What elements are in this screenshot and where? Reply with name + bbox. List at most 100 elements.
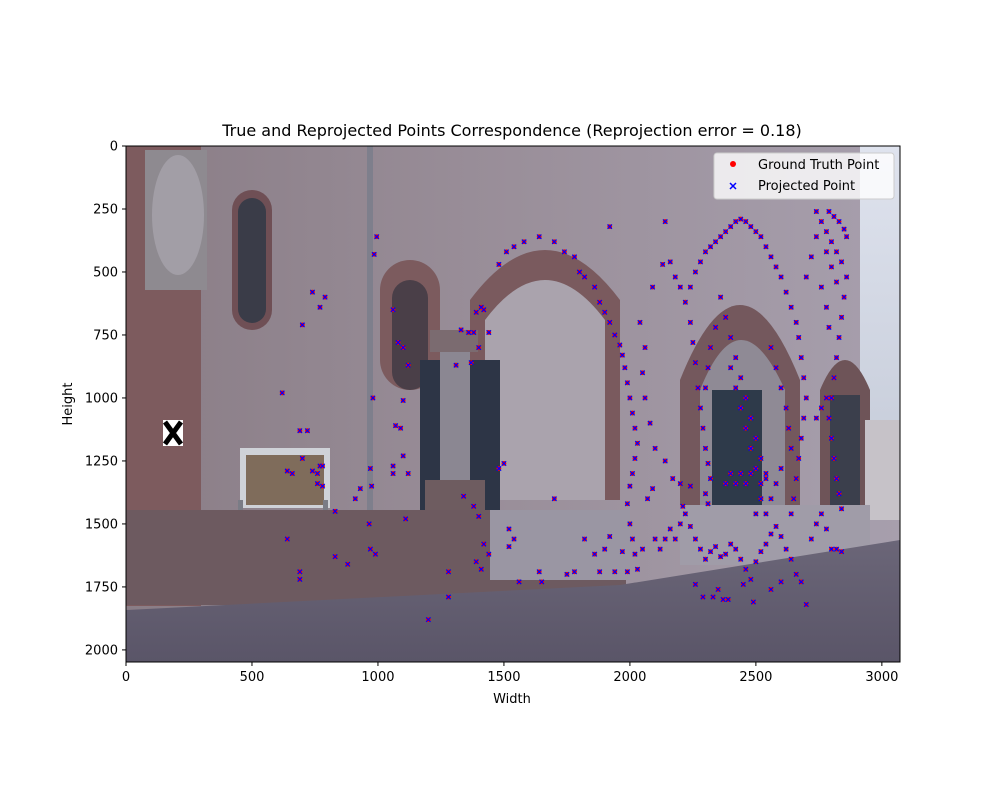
projected-point <box>783 289 789 295</box>
projected-point <box>717 554 724 560</box>
projected-point <box>501 460 507 467</box>
projected-point <box>831 213 837 220</box>
projected-point <box>743 480 749 487</box>
projected-point <box>372 551 379 557</box>
projected-point <box>627 483 633 489</box>
projected-point <box>607 224 613 230</box>
projected-point <box>796 455 802 462</box>
projected-point <box>768 531 774 537</box>
projected-point <box>788 304 794 310</box>
projected-point <box>838 314 845 320</box>
projected-point <box>400 344 406 351</box>
projected-point <box>632 425 638 431</box>
projected-point <box>748 445 754 451</box>
projected-point <box>743 395 749 401</box>
projected-point <box>592 551 598 557</box>
projected-point <box>702 556 709 562</box>
projected-point <box>649 486 656 492</box>
projected-point <box>367 546 374 552</box>
projected-point <box>319 483 326 489</box>
projected-point <box>758 549 764 555</box>
projected-point <box>357 486 363 492</box>
projected-point <box>717 294 724 300</box>
projected-point <box>314 470 321 477</box>
projected-point <box>833 546 840 552</box>
projected-point <box>332 554 338 560</box>
projected-point <box>309 468 316 474</box>
projected-point <box>425 617 431 623</box>
projected-point <box>366 521 372 527</box>
projected-point <box>612 569 618 575</box>
projected-point <box>728 224 734 230</box>
x-tick-label: 2000 <box>613 670 646 685</box>
projected-point <box>773 480 779 487</box>
projected-point <box>738 216 744 222</box>
projected-point <box>818 405 825 411</box>
projected-point <box>672 274 678 280</box>
projected-point <box>453 362 459 368</box>
projected-point <box>551 496 557 502</box>
legend-marker-projected <box>729 182 737 190</box>
projected-point <box>284 536 290 542</box>
projected-point <box>723 480 729 487</box>
x-tick-label: 3000 <box>865 670 898 685</box>
x-tick-label: 500 <box>240 670 265 685</box>
projected-point <box>619 352 625 358</box>
projected-point <box>707 344 714 351</box>
projected-point <box>763 470 769 477</box>
projected-point <box>697 405 704 411</box>
projected-point <box>733 355 739 361</box>
projected-point <box>818 511 825 517</box>
projected-point <box>793 571 799 577</box>
projected-point <box>728 365 734 371</box>
projected-point <box>753 465 759 472</box>
projected-point <box>836 491 842 497</box>
projected-point <box>707 475 714 482</box>
projected-point <box>690 339 696 346</box>
projected-point <box>748 224 754 230</box>
projected-point <box>682 511 688 517</box>
projected-point <box>682 299 688 305</box>
x-tick-label: 0 <box>122 670 130 685</box>
projected-point <box>692 269 699 275</box>
projected-point <box>728 470 734 477</box>
projected-point <box>838 506 845 512</box>
projected-point <box>319 463 326 469</box>
projected-point <box>481 541 487 547</box>
projected-point <box>743 425 749 431</box>
projected-point <box>778 533 784 540</box>
projected-point <box>496 261 502 268</box>
legend-marker-ground-truth <box>730 161 736 167</box>
projected-point <box>725 596 731 603</box>
projected-point <box>481 307 487 313</box>
projected-point <box>516 579 522 585</box>
projected-point <box>536 569 542 575</box>
projected-point <box>677 284 683 290</box>
projected-point <box>798 435 804 441</box>
projected-point <box>803 274 809 280</box>
projected-point <box>778 465 784 472</box>
projected-point <box>738 470 744 477</box>
projected-point <box>826 415 832 421</box>
projected-point <box>536 234 542 240</box>
projected-point <box>619 549 625 555</box>
projected-point <box>758 455 764 462</box>
projected-point <box>692 581 699 588</box>
y-axis-ticks: 0 250 500 750 1000 1250 1500 1750 2000 <box>85 140 126 658</box>
projected-point <box>624 501 631 507</box>
projected-point <box>390 463 396 469</box>
y-tick-label: 1500 <box>85 517 118 532</box>
projected-point <box>309 289 316 295</box>
projected-point <box>629 536 636 542</box>
projected-point <box>748 470 754 477</box>
projected-point <box>833 475 840 482</box>
projected-point <box>473 309 479 315</box>
projected-point <box>738 405 744 411</box>
projected-point <box>705 460 711 467</box>
projected-point <box>717 234 724 240</box>
projected-point <box>715 586 721 593</box>
projected-point <box>740 581 746 588</box>
projected-point <box>733 218 739 225</box>
projected-point <box>374 234 380 240</box>
